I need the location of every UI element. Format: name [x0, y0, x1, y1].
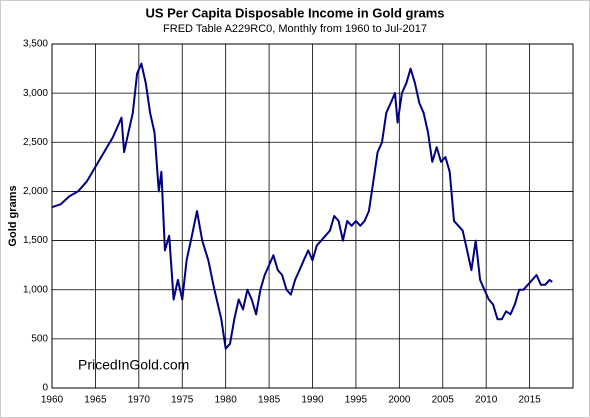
chart-subtitle: FRED Table A229RC0, Monthly from 1960 to… — [163, 23, 427, 35]
x-tick-label: 1985 — [258, 395, 281, 406]
x-tick-label: 1980 — [215, 395, 238, 406]
x-tick-label: 1990 — [301, 395, 324, 406]
annotation: PricedInGold.com — [78, 357, 189, 373]
x-tick-label: 2005 — [432, 395, 455, 406]
x-tick-label: 1975 — [171, 395, 194, 406]
y-tick-label: 1,000 — [23, 284, 48, 295]
x-tick-label: 2010 — [475, 395, 498, 406]
x-tick-label: 2000 — [388, 395, 411, 406]
x-tick-label: 2015 — [518, 395, 541, 406]
data-line — [51, 62, 553, 350]
y-axis-label: Gold grams — [7, 185, 19, 246]
chart-title: US Per Capita Disposable Income in Gold … — [145, 5, 444, 20]
y-tick-label: 2,000 — [23, 186, 48, 197]
y-tick-label: 1,500 — [23, 235, 48, 246]
y-tick-label: 0 — [42, 383, 48, 394]
x-tick-label: 1965 — [84, 395, 107, 406]
y-tick-label: 3,000 — [23, 88, 48, 99]
x-tick-label: 1960 — [41, 395, 64, 406]
y-tick-label: 3,500 — [23, 39, 48, 50]
y-tick-label: 500 — [31, 333, 48, 344]
x-tick-label: 1970 — [128, 395, 151, 406]
x-tick-label: 1995 — [345, 395, 368, 406]
y-tick-label: 2,500 — [23, 137, 48, 148]
